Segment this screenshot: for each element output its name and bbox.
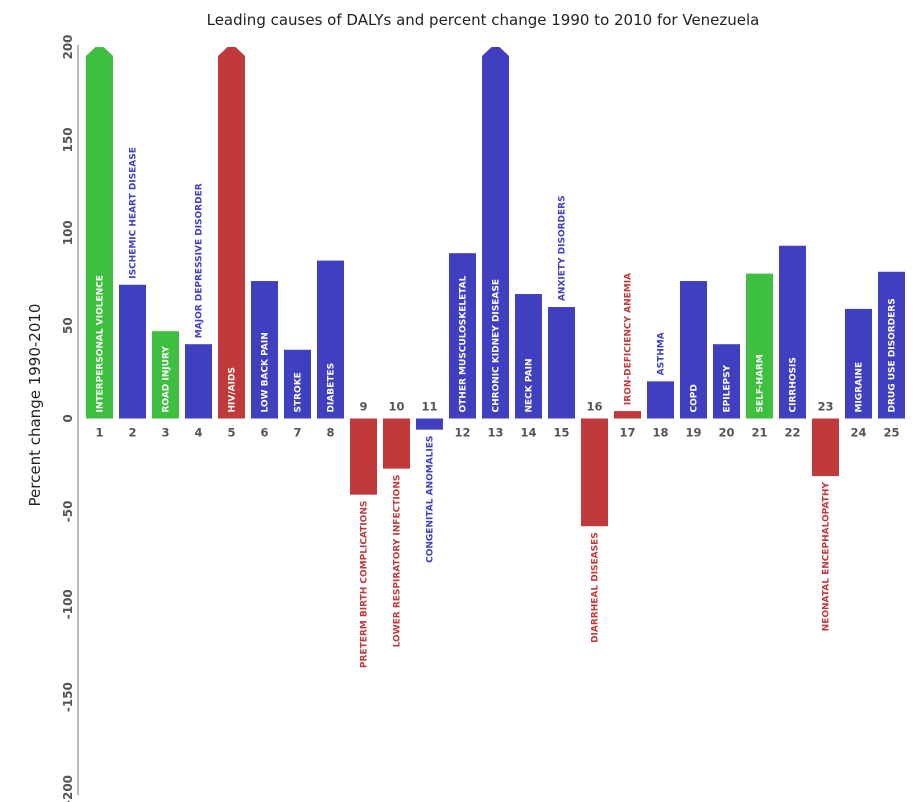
rank-label: 22 [784, 426, 800, 440]
rank-label: 24 [850, 426, 866, 440]
bar [680, 281, 707, 419]
bar [152, 331, 179, 419]
rank-label: 8 [326, 426, 334, 440]
y-tick-label: -50 [61, 501, 75, 523]
cause-label: CIRRHOSIS [789, 357, 799, 412]
bar [119, 284, 146, 419]
bar [779, 245, 806, 419]
rank-label: 3 [161, 426, 169, 440]
bar [416, 418, 443, 430]
cause-label: IRON-DEFICIENCY ANEMIA [624, 273, 634, 405]
rank-label: 7 [293, 426, 301, 440]
bar [251, 281, 278, 419]
y-tick-label: 100 [61, 220, 75, 245]
cause-label: NEONATAL ENCEPHALOPATHY [822, 482, 832, 632]
rank-label: 17 [619, 426, 635, 440]
bar [878, 271, 905, 419]
bars [86, 47, 905, 527]
cause-label: PRETERM BIRTH COMPLICATIONS [360, 501, 370, 668]
cause-label: DIARRHEAL DISEASES [591, 532, 601, 643]
rank-label: 23 [817, 400, 833, 414]
rank-label: 9 [359, 400, 367, 414]
rank-label: 2 [128, 426, 136, 440]
cause-label: MAJOR DEPRESSIVE DISORDER [195, 183, 205, 338]
rank-label: 19 [685, 426, 701, 440]
cause-label: INTERPERSONAL VIOLENCE [96, 275, 106, 412]
bar [185, 344, 212, 419]
cause-label: NECK PAIN [525, 358, 535, 412]
bar [746, 273, 773, 419]
bar [713, 344, 740, 419]
cause-label: OTHER MUSCULOSKELETAL [459, 275, 469, 412]
bar [515, 294, 542, 419]
cause-label: HIV/AIDS [228, 367, 238, 412]
rank-label: 20 [718, 426, 734, 440]
rank-label: 18 [652, 426, 668, 440]
y-tick-label: 200 [61, 34, 75, 59]
y-tick-label: -150 [61, 682, 75, 712]
rank-label: 15 [553, 426, 569, 440]
cause-label: ISCHEMIC HEART DISEASE [129, 147, 139, 279]
cause-label: ANXIETY DISORDERS [558, 195, 568, 301]
chart-title: Leading causes of DALYs and percent chan… [207, 11, 760, 29]
bar [449, 253, 476, 419]
cause-label: CONGENITAL ANOMALIES [426, 436, 436, 563]
rank-label: 5 [227, 426, 235, 440]
bar [350, 418, 377, 495]
y-tick-label: -100 [61, 589, 75, 619]
bar [284, 349, 311, 419]
cause-label: DIABETES [327, 363, 337, 413]
bar [812, 418, 839, 477]
rank-label: 16 [586, 400, 602, 414]
cause-label: SELF-HARM [756, 354, 766, 412]
bar [383, 418, 410, 469]
rank-label: 12 [454, 426, 470, 440]
bar [548, 307, 575, 419]
bar [647, 381, 674, 419]
rank-label: 4 [194, 426, 202, 440]
cause-label: CHRONIC KIDNEY DISEASE [492, 279, 502, 413]
bar [614, 411, 641, 419]
rank-label: 13 [487, 426, 503, 440]
rank-label: 21 [751, 426, 767, 440]
rank-label: 11 [421, 400, 437, 414]
cause-label: DRUG USE DISORDERS [888, 298, 898, 412]
rank-label: 10 [388, 400, 404, 414]
bar-labels: 1 INTERPERSONAL VIOLENCE 2 ISCHEMIC HEART D… [95, 147, 899, 668]
bar [482, 47, 509, 419]
rank-label: 25 [883, 426, 899, 440]
rank-label: 6 [260, 426, 268, 440]
y-ticks: -200 -150 -100 -50 0 50 100 150 200 [61, 34, 75, 802]
cause-label: COPD [690, 384, 700, 412]
y-tick-label: 150 [61, 127, 75, 152]
bar [317, 260, 344, 419]
rank-label: 14 [520, 426, 536, 440]
bar [845, 308, 872, 419]
y-tick-label: 0 [61, 414, 75, 422]
bar [218, 47, 245, 419]
rank-label: 1 [95, 426, 103, 440]
y-tick-label: 50 [61, 317, 75, 334]
cause-label: ASTHMA [657, 332, 667, 375]
cause-label: MIGRAINE [855, 362, 865, 413]
cause-label: LOW BACK PAIN [261, 332, 271, 412]
cause-label: EPILEPSY [723, 364, 733, 412]
bar [86, 47, 113, 419]
y-axis-label: Percent change 1990-2010 [26, 304, 44, 507]
y-tick-label: -200 [61, 775, 75, 802]
cause-label: LOWER RESPIRATORY INFECTIONS [393, 475, 403, 648]
cause-label: ROAD INJURY [162, 346, 172, 413]
cause-label: STROKE [294, 372, 304, 412]
bar [581, 418, 608, 527]
